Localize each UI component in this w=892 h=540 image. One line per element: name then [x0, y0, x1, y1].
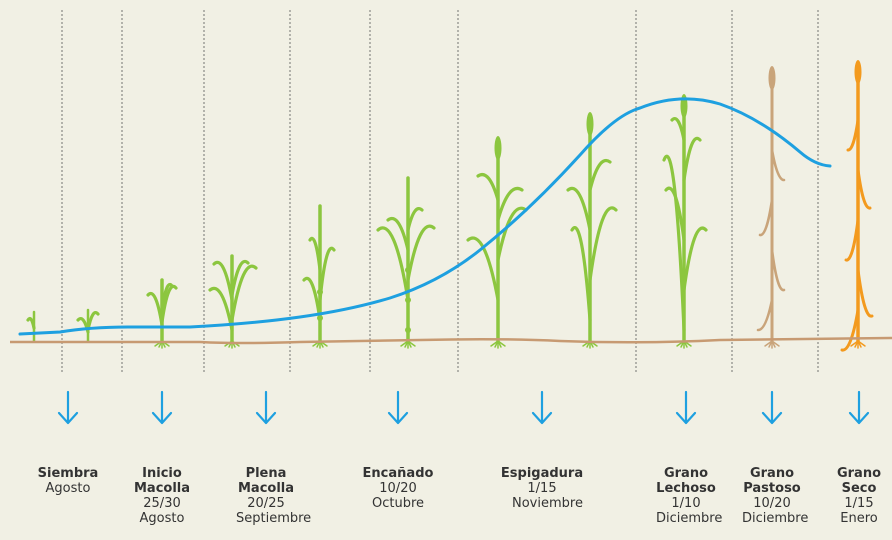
stage-label-grano-lechoso: Grano Lechoso 1/10 Diciembre	[626, 466, 746, 526]
stage-date: 1/15 Enero	[840, 496, 878, 526]
stage-date: 20/25 Septiembre	[236, 496, 312, 526]
stage-dividers	[61, 10, 819, 372]
down-arrow-icon	[761, 390, 783, 425]
stage-name: Siembra	[37, 466, 99, 481]
jointing-plant	[376, 176, 436, 349]
stage-date: 10/20 Diciembre	[742, 496, 809, 526]
down-arrow-icon	[151, 390, 173, 425]
stage-date: Agosto	[45, 481, 91, 496]
full-tillering-plant	[208, 254, 258, 349]
growth-curve	[18, 97, 832, 336]
stage-label-inicio-macolla: Inicio Macolla 25/30 Agosto	[102, 466, 222, 526]
stage-name: Inicio Macolla	[133, 466, 191, 496]
seedling-plant	[76, 308, 100, 343]
stage-name: Grano Pastoso	[743, 466, 801, 496]
stage-name: Encañado	[362, 466, 434, 481]
jointing-plant	[302, 204, 336, 349]
stage-name: Grano Seco	[836, 466, 882, 496]
stage-label-plena-macolla: Plena Macolla 20/25 Septiembre	[206, 466, 326, 526]
stage-arrows	[57, 390, 870, 425]
stage-label-grano-seco: Grano Seco 1/15 Enero	[829, 466, 889, 526]
stage-label-grano-pastoso: Grano Pastoso 10/20 Diciembre	[712, 466, 832, 526]
stage-date: 1/15 Noviembre	[512, 481, 583, 511]
tillering-plant	[146, 278, 178, 349]
down-arrow-icon	[57, 390, 79, 425]
dry-grain-plant	[840, 60, 874, 352]
dough-grain-plant	[756, 66, 786, 349]
stage-date: 25/30 Agosto	[139, 496, 185, 526]
down-arrow-icon	[531, 390, 553, 425]
milk-grain-plant	[662, 94, 708, 349]
stage-label-espigadura: Espigadura 1/15 Noviembre	[482, 466, 602, 511]
down-arrow-icon	[387, 390, 409, 425]
stage-name: Grano Lechoso	[656, 466, 716, 496]
down-arrow-icon	[255, 390, 277, 425]
ground-line	[10, 336, 892, 345]
down-arrow-icon	[848, 390, 870, 425]
stage-name: Plena Macolla	[237, 466, 295, 496]
plants	[26, 60, 874, 352]
stage-date: 1/10 Diciembre	[656, 496, 723, 526]
stage-date: 10/20 Octubre	[371, 481, 425, 511]
heading-plant	[566, 112, 618, 349]
stage-label-siembra: Siembra Agosto	[8, 466, 128, 496]
down-arrow-icon	[675, 390, 697, 425]
stage-name: Espigadura	[500, 466, 584, 481]
heading-plant	[466, 136, 528, 349]
seedling-plant	[26, 310, 36, 343]
stage-label-encanado: Encañado 10/20 Octubre	[338, 466, 458, 511]
